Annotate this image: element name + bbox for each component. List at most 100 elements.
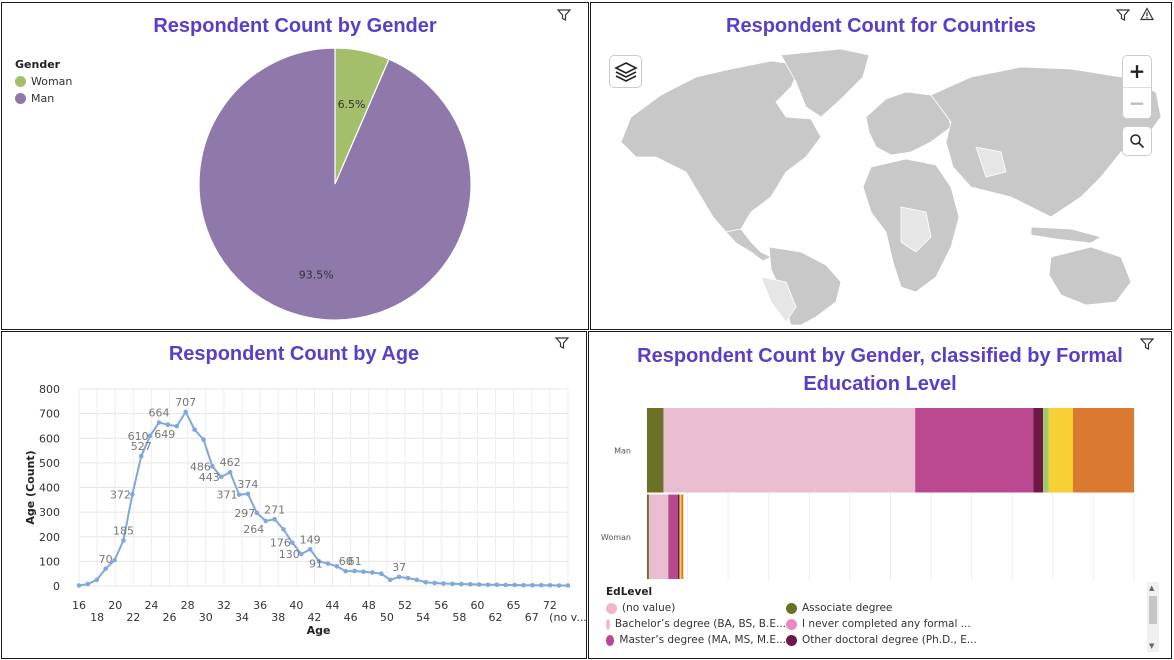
age-data-point[interactable]: [352, 568, 357, 574]
pie-legend-item-man[interactable]: Man: [15, 92, 72, 105]
filter-icon[interactable]: [557, 8, 571, 22]
stacked-bar-segment[interactable]: [679, 494, 682, 580]
age-data-point[interactable]: [218, 474, 224, 480]
age-data-point[interactable]: [414, 577, 420, 583]
warning-icon[interactable]: [1140, 7, 1154, 21]
age-data-point[interactable]: [94, 577, 100, 583]
stacked-bar-segment[interactable]: [648, 494, 669, 580]
age-data-point[interactable]: [130, 492, 135, 497]
age-data-point[interactable]: [112, 557, 117, 563]
age-data-point[interactable]: [201, 437, 206, 442]
australia: [1048, 246, 1132, 306]
x-tick-label: 52: [398, 599, 412, 612]
age-data-point[interactable]: [263, 518, 269, 524]
stacked-bar-segment[interactable]: [647, 408, 664, 493]
age-data-point[interactable]: [432, 580, 437, 586]
age-data-point[interactable]: [138, 453, 144, 459]
age-data-point[interactable]: [210, 464, 215, 469]
stacked-bar-segment[interactable]: [647, 494, 649, 580]
age-data-point[interactable]: [281, 527, 286, 532]
age-data-point[interactable]: [147, 433, 153, 439]
age-data-point[interactable]: [378, 571, 384, 576]
age-data-point[interactable]: [307, 547, 313, 552]
stacked-bar-segment[interactable]: [681, 494, 684, 580]
age-data-point[interactable]: [405, 575, 411, 581]
age-data-point[interactable]: [512, 582, 517, 588]
stacked-bar-segment[interactable]: [1033, 408, 1043, 493]
age-data-point[interactable]: [441, 581, 446, 586]
age-data-point[interactable]: [343, 568, 349, 574]
education-legend-item[interactable]: (no value): [606, 602, 786, 614]
stacked-bar-segment[interactable]: [1048, 408, 1074, 493]
age-data-point[interactable]: [227, 469, 233, 475]
age-data-point[interactable]: [556, 583, 562, 588]
age-data-point[interactable]: [450, 581, 455, 587]
age-data-point[interactable]: [467, 581, 473, 587]
layers-button[interactable]: [609, 55, 642, 88]
education-legend-item[interactable]: Master’s degree (MA, MS, M.E...: [606, 634, 786, 646]
pie-slice-man[interactable]: [198, 47, 472, 321]
stacked-bar-segment[interactable]: [677, 494, 680, 580]
education-legend-item[interactable]: Bachelor’s degree (BA, BS, B.E...: [606, 618, 786, 630]
age-data-point[interactable]: [174, 423, 180, 429]
age-data-point[interactable]: [396, 574, 402, 580]
age-data-point[interactable]: [503, 582, 509, 588]
zoom-out-icon[interactable]: −: [1128, 90, 1146, 115]
pie-legend-title: Gender: [15, 58, 61, 71]
age-data-label: 264: [243, 523, 264, 536]
age-data-point[interactable]: [530, 582, 535, 588]
age-data-label: 176: [270, 537, 291, 550]
age-data-point[interactable]: [290, 540, 295, 545]
age-data-point[interactable]: [316, 559, 322, 564]
age-data-point[interactable]: [539, 582, 544, 588]
stacked-bar-segment[interactable]: [1042, 408, 1049, 493]
y-axis-label: Age (Count): [24, 450, 37, 524]
age-data-point[interactable]: [361, 569, 366, 575]
x-tick-label: 24: [144, 599, 158, 612]
filter-icon[interactable]: [555, 336, 569, 350]
legend-scrollbar-thumb[interactable]: [1149, 596, 1157, 624]
world-map[interactable]: [601, 47, 1163, 325]
age-data-point[interactable]: [387, 577, 393, 583]
age-data-point[interactable]: [547, 582, 553, 588]
stacked-bar-segment[interactable]: [1073, 408, 1134, 493]
age-data-point[interactable]: [183, 409, 188, 415]
age-data-point[interactable]: [521, 582, 526, 588]
age-data-point[interactable]: [272, 516, 277, 522]
age-data-point[interactable]: [254, 510, 260, 516]
age-data-point[interactable]: [236, 492, 242, 497]
age-data-point[interactable]: [565, 583, 571, 588]
age-data-point[interactable]: [103, 566, 108, 572]
education-legend-item[interactable]: I never completed any formal ...: [786, 618, 986, 630]
stacked-bar-segment[interactable]: [915, 408, 1034, 493]
age-data-point[interactable]: [370, 570, 375, 575]
stacked-bar-segment[interactable]: [668, 494, 678, 580]
age-data-point[interactable]: [121, 538, 126, 543]
age-data-point[interactable]: [76, 583, 82, 588]
legend-scrollbar[interactable]: ▲ ▼: [1147, 582, 1159, 652]
map-search-button[interactable]: [1122, 126, 1152, 156]
age-data-point[interactable]: [485, 582, 491, 588]
age-data-point[interactable]: [423, 580, 429, 585]
age-data-point[interactable]: [85, 581, 91, 587]
x-tick-label: 26: [163, 611, 177, 624]
pie-legend-item-woman[interactable]: Woman: [15, 75, 72, 88]
age-data-label: 664: [149, 406, 170, 419]
filter-icon[interactable]: [1116, 8, 1130, 22]
filter-icon[interactable]: [1140, 337, 1154, 351]
age-data-point[interactable]: [156, 420, 162, 425]
age-data-point[interactable]: [334, 564, 340, 569]
age-data-point[interactable]: [298, 551, 304, 557]
education-legend-item[interactable]: Associate degree: [786, 602, 986, 614]
legend-swatch: [786, 602, 797, 614]
age-data-point[interactable]: [245, 491, 251, 497]
age-data-point[interactable]: [165, 422, 171, 428]
age-data-point[interactable]: [459, 581, 464, 587]
stacked-bar-segment[interactable]: [663, 408, 916, 493]
age-data-point[interactable]: [476, 582, 482, 587]
age-data-point[interactable]: [325, 561, 331, 566]
age-data-point[interactable]: [494, 582, 500, 588]
zoom-in-icon[interactable]: +: [1123, 56, 1151, 88]
age-data-point[interactable]: [192, 427, 197, 432]
education-legend-item[interactable]: Other doctoral degree (Ph.D., E...: [786, 634, 986, 646]
